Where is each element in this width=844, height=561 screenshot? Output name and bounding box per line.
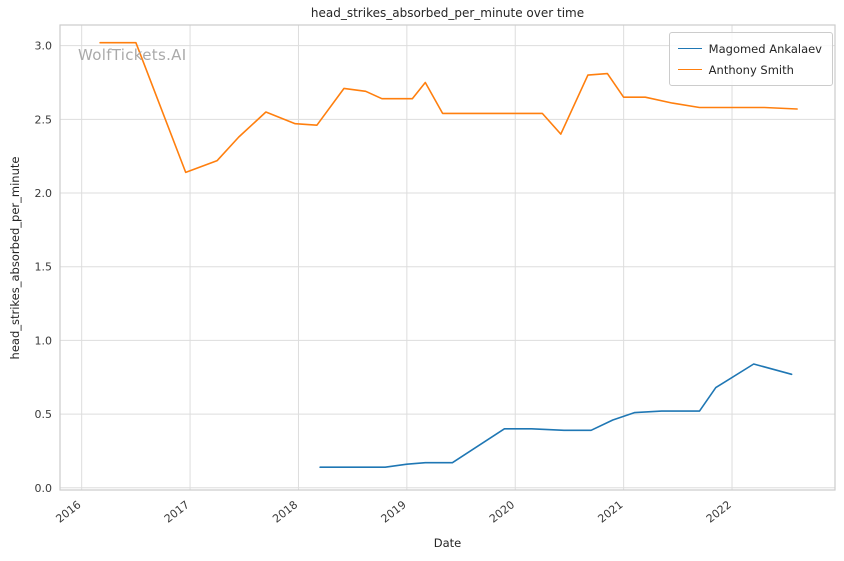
legend-line-swatch-orange xyxy=(677,69,702,70)
legend-line-swatch-blue xyxy=(677,48,702,49)
x-tick-label: 2022 xyxy=(704,498,734,525)
watermark: WolfTickets.AI xyxy=(78,46,187,64)
y-tick-label: 2.5 xyxy=(35,113,53,126)
y-tick-label: 1.0 xyxy=(35,334,53,347)
x-tick-label: 2017 xyxy=(162,498,192,525)
x-axis-label: Date xyxy=(433,536,462,550)
y-tick-label: 0.5 xyxy=(35,408,53,421)
x-tick-label: 2021 xyxy=(595,498,625,525)
y-tick-label: 0.0 xyxy=(35,482,53,495)
y-axis-label: head_strikes_absorbed_per_minute xyxy=(8,156,22,360)
x-tick-label: 2020 xyxy=(487,498,517,525)
x-tick-label: 2016 xyxy=(53,498,83,525)
legend-label: Anthony Smith xyxy=(708,62,794,77)
chart-title: head_strikes_absorbed_per_minute over ti… xyxy=(310,6,585,20)
x-tick-label: 2018 xyxy=(270,498,300,525)
y-tick-label: 1.5 xyxy=(35,261,53,274)
y-tick-label: 2.0 xyxy=(35,187,53,200)
x-tick-label: 2019 xyxy=(379,498,409,525)
plot-border xyxy=(59,24,836,491)
y-tick-label: 3.0 xyxy=(35,40,53,53)
legend-item-anthony-smith[interactable]: Anthony Smith xyxy=(677,59,822,80)
series-line-anthony-smith xyxy=(99,41,798,174)
legend-label: Magomed Ankalaev xyxy=(708,41,822,56)
legend: Magomed Ankalaev Anthony Smith xyxy=(668,32,833,86)
series-line-magomed-ankalaev xyxy=(319,363,793,469)
legend-item-magomed-ankalaev[interactable]: Magomed Ankalaev xyxy=(677,38,822,59)
